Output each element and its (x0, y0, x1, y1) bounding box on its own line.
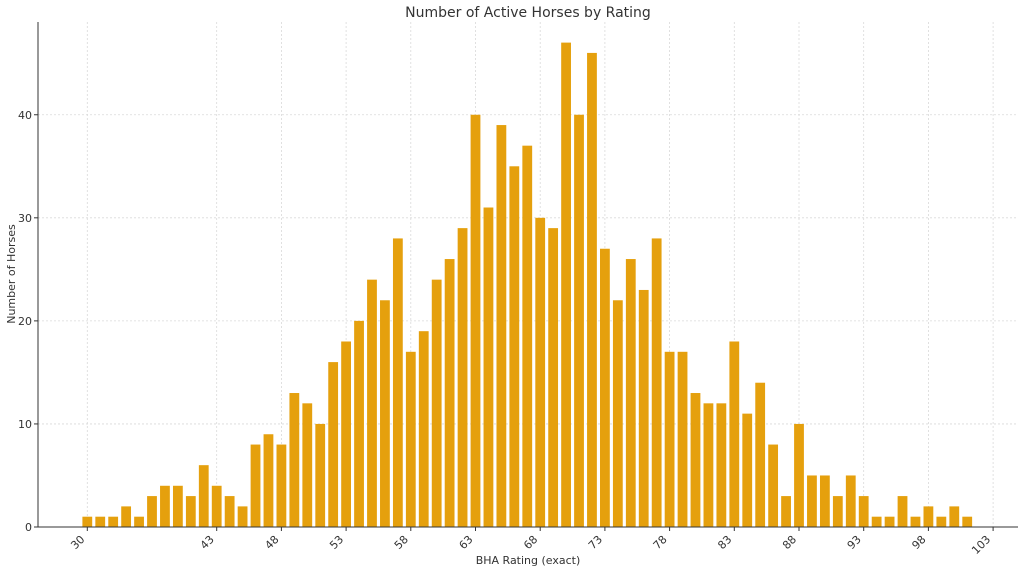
bar (755, 382, 766, 527)
y-tick-label: 0 (25, 521, 32, 534)
bar (677, 351, 688, 527)
bar (548, 228, 559, 528)
bar (341, 341, 351, 527)
bar (794, 423, 804, 527)
x-tick-label: 48 (262, 533, 281, 552)
bar (600, 248, 610, 528)
bar (82, 516, 93, 527)
bar (289, 393, 300, 527)
bar (923, 506, 934, 527)
bar (134, 516, 144, 527)
bars-layer (82, 42, 973, 528)
x-tick-label: 98 (909, 533, 928, 552)
bar (807, 475, 817, 527)
bar (302, 403, 313, 527)
bar (328, 362, 339, 527)
bar (703, 403, 714, 527)
x-ticks: 30 43 48 53 58 63 68 73 78 83 88 93 98 103 (68, 527, 994, 557)
x-tick-label: 78 (651, 533, 670, 552)
bar (522, 145, 533, 527)
bar (535, 217, 546, 527)
x-tick-label: 88 (780, 533, 799, 552)
x-tick-label: 43 (198, 533, 217, 552)
bar (224, 496, 235, 527)
bar (509, 166, 520, 528)
bar (819, 475, 830, 527)
x-axis-label: BHA Rating (exact) (476, 554, 581, 567)
bar (315, 423, 326, 527)
x-tick-label: 53 (327, 533, 346, 552)
bar (561, 42, 571, 527)
bar (483, 207, 494, 528)
bar (781, 496, 791, 527)
x-tick-label: 103 (969, 533, 993, 557)
bar (845, 475, 856, 527)
x-tick-label: 68 (521, 533, 540, 552)
bar (250, 444, 261, 527)
bar (405, 351, 416, 527)
bar (470, 114, 481, 528)
bar (832, 496, 843, 527)
bar (936, 516, 947, 527)
x-tick-label: 63 (457, 533, 476, 552)
bar (884, 516, 895, 527)
bar (729, 341, 740, 527)
y-tick-label: 40 (18, 109, 32, 122)
bar (211, 485, 222, 527)
bar (742, 413, 753, 527)
bar (172, 485, 183, 527)
bar (625, 259, 636, 527)
bar (457, 228, 468, 528)
bar (380, 300, 390, 527)
bar (962, 516, 973, 527)
bar (716, 403, 727, 527)
chart-title: Number of Active Horses by Rating (405, 5, 651, 21)
bar (392, 238, 403, 527)
bar (768, 444, 779, 527)
bar (237, 506, 248, 527)
bar (496, 125, 507, 528)
x-tick-label: 93 (845, 533, 864, 552)
y-tick-label: 10 (18, 418, 32, 431)
bar (431, 279, 442, 527)
bar (949, 506, 960, 527)
bar (160, 485, 170, 527)
bar (444, 259, 455, 527)
bar (263, 434, 274, 527)
bar (95, 516, 106, 527)
bar (367, 279, 377, 527)
bar (651, 238, 662, 527)
y-tick-label: 20 (18, 315, 32, 328)
bar (108, 516, 119, 527)
y-ticks: 0 10 20 30 40 (18, 109, 38, 534)
bar (871, 516, 882, 527)
bar (574, 114, 584, 528)
bar (858, 496, 869, 527)
bar (664, 351, 675, 527)
bar (612, 300, 623, 527)
bar (587, 52, 597, 527)
bar (690, 393, 701, 527)
x-tick-label: 58 (392, 533, 411, 552)
bar (185, 496, 196, 527)
bar (147, 496, 157, 527)
x-tick-label: 73 (586, 533, 605, 552)
bar (897, 496, 908, 527)
bar (638, 289, 649, 527)
bar (354, 320, 364, 527)
bar (418, 331, 429, 527)
x-tick-label: 83 (715, 533, 734, 552)
x-tick-label: 30 (68, 533, 87, 552)
bar (198, 465, 209, 527)
bar (121, 506, 132, 527)
bar (910, 516, 921, 527)
y-tick-label: 30 (18, 212, 32, 225)
y-axis-label: Number of Horses (5, 224, 18, 324)
bar (276, 444, 287, 527)
axes-layer (37, 22, 1018, 528)
